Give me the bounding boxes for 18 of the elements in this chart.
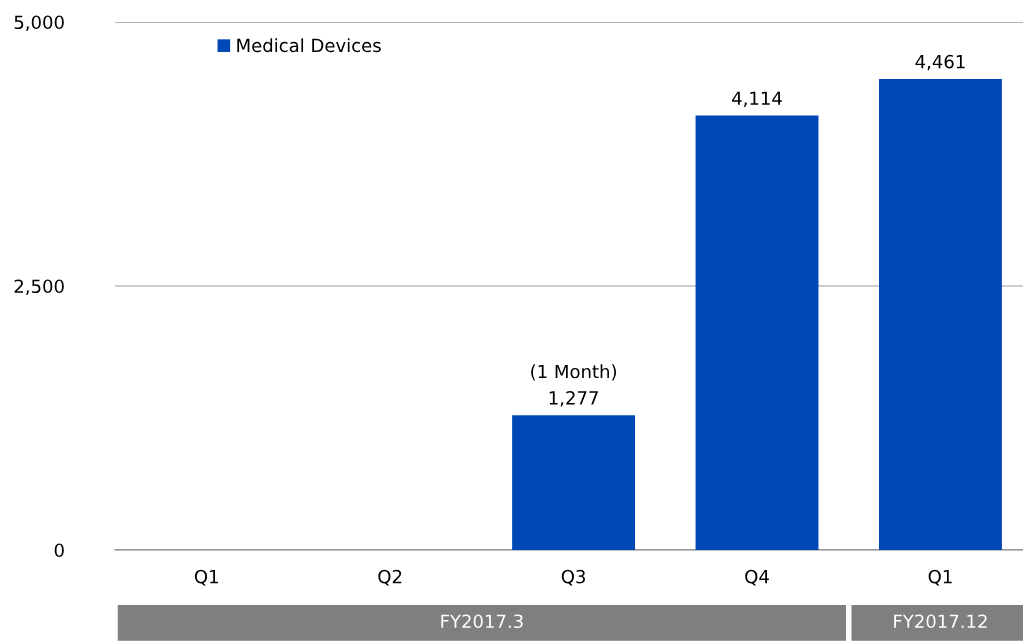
legend-label: Medical Devices — [237, 38, 381, 53]
data-label: 1,277 — [549, 391, 598, 407]
x-tick-label: Q2 — [378, 569, 402, 586]
x-tick-label: Q1 — [928, 569, 952, 586]
bar — [695, 115, 819, 550]
data-label: 4,461 — [915, 54, 965, 71]
x-tick-label: Q3 — [561, 569, 585, 586]
x-tick-label: Q1 — [194, 569, 218, 586]
data-label: 4,114 — [732, 91, 782, 107]
x-tick-label: Q4 — [745, 569, 769, 586]
annotation: (1 Month) — [531, 364, 616, 381]
text: FY2017.12 — [894, 614, 987, 629]
y-tick-label: 0 — [54, 543, 64, 558]
bar — [512, 415, 636, 550]
y-tick-label: 5,000 — [14, 15, 64, 31]
bar — [879, 78, 1002, 550]
text: FY2017.3 — [441, 614, 523, 629]
y-tick-label: 2,500 — [14, 279, 64, 295]
